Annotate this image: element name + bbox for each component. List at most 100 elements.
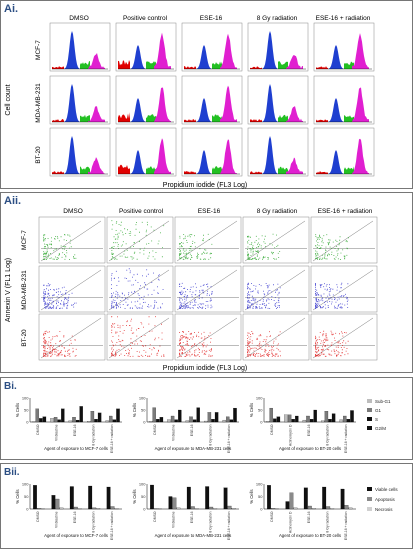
histogram-g1-peak (130, 98, 146, 122)
scatter-points (43, 283, 77, 309)
histogram-subg1-area (52, 119, 64, 122)
histogram-cell (181, 22, 243, 72)
legend-swatch-s (367, 417, 372, 421)
bar-chart-tick-label: 100 (22, 481, 29, 486)
bar-chart-tick-label: 50 (258, 407, 263, 412)
histogram-cell (313, 22, 375, 72)
bar (167, 419, 171, 423)
bar (174, 419, 178, 423)
scatter-gate-line (108, 220, 170, 262)
scatter-cell (106, 265, 174, 313)
bar-chart-tick-label: 50 (141, 407, 146, 412)
scatter-cell (174, 313, 242, 361)
bar-chart-category-label: 8 Gy radiation (208, 424, 212, 445)
bar-chart-tick-label: 100 (256, 481, 263, 486)
bar-chart-tick-label: 0 (260, 419, 263, 424)
bar (284, 414, 288, 423)
histogram-g2m-peak (88, 53, 105, 69)
panel-ai-col-3: ESE-16 (200, 15, 223, 22)
bar (79, 406, 83, 423)
bar (159, 417, 164, 423)
legend-swatch-g2m (367, 426, 372, 430)
histogram-subg1-area (52, 66, 64, 69)
bar (150, 484, 154, 510)
scatter-gate-line (312, 269, 374, 311)
histogram-g2m-peak (154, 138, 171, 174)
bar (340, 488, 345, 510)
histogram-s-area (212, 114, 222, 122)
legend-label-viable: Viable cells (375, 487, 398, 492)
bar (172, 497, 177, 510)
panel-aii-col-1: DMSO (63, 208, 83, 215)
histogram-cell (49, 127, 111, 177)
histogram-g1-peak (64, 84, 80, 122)
bar (229, 419, 234, 423)
histogram-grid (49, 22, 375, 177)
histogram-g1-peak (64, 136, 80, 174)
scatter-gate-line (312, 317, 374, 359)
bar (72, 417, 76, 423)
histogram-frame (49, 22, 111, 72)
bar (96, 508, 101, 510)
histogram-cell (313, 75, 375, 125)
histogram-g2m-peak (220, 33, 237, 69)
histogram-g1-peak (262, 84, 278, 122)
histogram-subg1-area (184, 171, 196, 174)
bar (330, 508, 335, 510)
bar-chart-category-label: 8 Gy radiation (325, 511, 329, 532)
bar (57, 419, 61, 423)
panel-aii-row-1: MCF-7 (21, 230, 28, 250)
bar (233, 407, 237, 423)
legend-label-g1: G1 (375, 408, 382, 413)
bar (41, 508, 45, 510)
histogram-g1-peak (328, 98, 344, 122)
legend-swatch-viable (367, 487, 372, 491)
bar (55, 498, 60, 510)
scatter-cell (38, 265, 106, 313)
scatter-frame (106, 216, 174, 264)
bar (53, 417, 58, 423)
bar (205, 486, 210, 510)
histogram-s-area (278, 61, 288, 69)
bar-chart-tick-label: 50 (24, 494, 29, 499)
legend-label-sub-g1: Sub-G1 (375, 399, 391, 404)
bar (69, 486, 74, 510)
bar (75, 419, 80, 423)
scatter-points (111, 268, 164, 309)
bar-chart: % Cells 0 50 100 DMSO Vinblastine ESE-16 8 Gy r… (15, 481, 122, 540)
bar (158, 508, 162, 510)
bar (106, 486, 111, 510)
histogram-g2m-peak (352, 87, 369, 122)
scatter-cell (310, 313, 378, 361)
histogram-s-area (80, 114, 90, 122)
bar (186, 486, 191, 510)
legend-label-apoptosis: Apoptosis (375, 497, 396, 502)
panel-aii: Aii. Annexin V (FL1 Log) Propidium iodid… (0, 192, 413, 373)
panel-ai-col-2: Positive control (123, 15, 168, 22)
bar (209, 506, 214, 510)
panel-ai-row-3: BT-20 (35, 146, 42, 164)
panel-ai-col-1: DMSO (69, 15, 89, 22)
scatter-frame (174, 216, 242, 264)
histogram-g2m-peak (88, 106, 105, 122)
bar-chart-tick-label: 100 (256, 395, 263, 400)
histogram-s-area (278, 114, 288, 122)
bar-chart-category-label: ESE-16 (307, 424, 311, 436)
bar-chart-category-label: ESE-16 (73, 511, 77, 523)
bar-chart-xlabel: Agent of exposure to BT-20 cells (279, 446, 341, 451)
bar-chart-category-label: DMSO (36, 424, 40, 435)
bar (211, 419, 215, 423)
bar (331, 413, 336, 423)
histogram-g2m-peak (88, 157, 105, 174)
histogram-subg1-area (316, 171, 328, 174)
histogram-cell (313, 127, 375, 177)
histogram-subg1-area (118, 112, 130, 122)
bar (109, 415, 113, 423)
panel-bi-label: Bi. (4, 381, 17, 392)
bar (214, 412, 219, 423)
histogram-s-area (344, 115, 354, 122)
bar (222, 419, 226, 423)
histogram-g2m-peak (154, 87, 171, 122)
bar (42, 416, 47, 423)
